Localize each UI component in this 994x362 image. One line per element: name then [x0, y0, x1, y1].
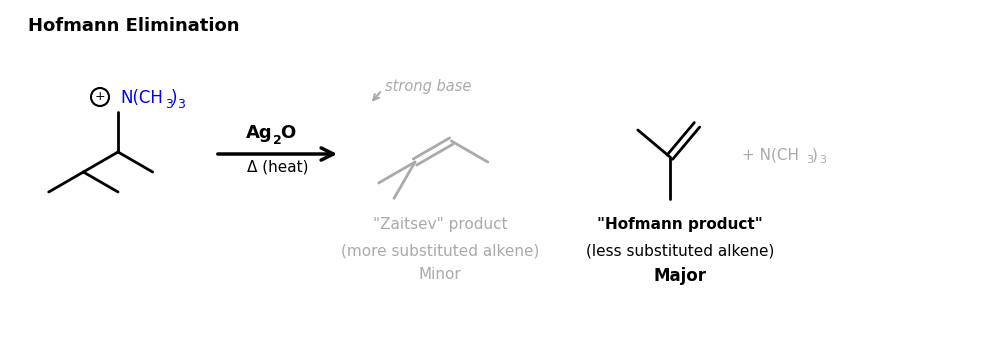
Text: Δ (heat): Δ (heat): [247, 159, 308, 174]
Text: 3: 3: [165, 98, 173, 111]
Text: O: O: [280, 124, 296, 142]
Text: N(CH: N(CH: [120, 89, 163, 107]
Text: Major: Major: [653, 267, 707, 285]
Text: +: +: [94, 90, 105, 104]
Text: 3: 3: [177, 98, 185, 111]
Text: "Hofmann product": "Hofmann product": [597, 217, 762, 232]
Text: ): ): [171, 89, 178, 107]
Text: Minor: Minor: [418, 267, 461, 282]
Text: (more substituted alkene): (more substituted alkene): [341, 244, 539, 259]
Text: ): ): [812, 147, 818, 163]
Text: (less substituted alkene): (less substituted alkene): [585, 244, 774, 259]
Text: + N(CH: + N(CH: [742, 147, 799, 163]
Text: Ag: Ag: [246, 124, 272, 142]
Text: strong base: strong base: [385, 80, 471, 94]
Text: 2: 2: [272, 134, 281, 147]
Text: 3: 3: [806, 155, 813, 165]
Text: 3: 3: [819, 155, 826, 165]
Text: Hofmann Elimination: Hofmann Elimination: [28, 17, 240, 35]
Text: "Zaitsev" product: "Zaitsev" product: [373, 217, 507, 232]
